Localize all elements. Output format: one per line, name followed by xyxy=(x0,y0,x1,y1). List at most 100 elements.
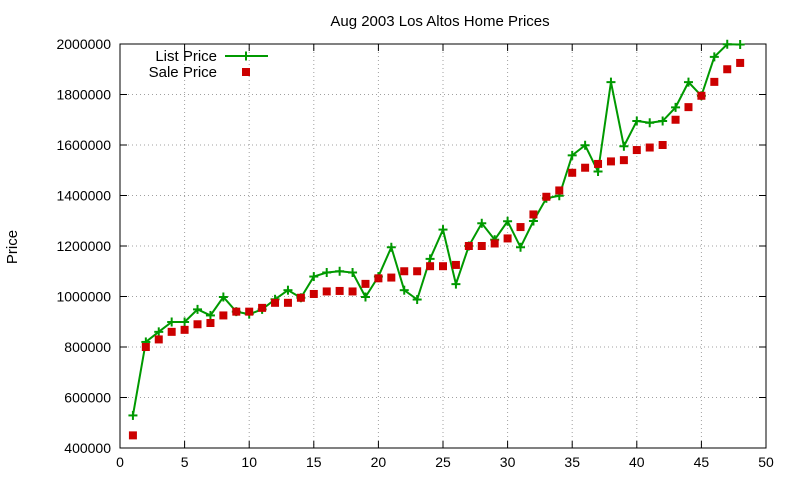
x-tick-label: 25 xyxy=(435,454,451,470)
list-price-point xyxy=(683,77,693,87)
sale-price-point xyxy=(503,234,512,243)
y-tick-label: 800000 xyxy=(64,339,111,355)
sale-price-point xyxy=(439,262,447,271)
chart-title: Aug 2003 Los Altos Home Prices xyxy=(330,13,549,30)
list-price-point xyxy=(658,116,668,126)
series-layer xyxy=(128,39,745,440)
list-price-point xyxy=(606,77,616,87)
sale-price-point xyxy=(594,159,603,168)
sale-price-point xyxy=(154,335,163,344)
sale-price-point xyxy=(335,286,344,295)
sale-price-point xyxy=(167,327,176,336)
sale-price-point xyxy=(581,163,590,172)
sale-price-point xyxy=(387,273,396,282)
x-tick-label: 35 xyxy=(564,454,580,470)
x-tick-label: 40 xyxy=(629,454,645,470)
sale-price-point xyxy=(296,293,305,302)
sale-price-point xyxy=(671,115,680,124)
sale-price-point xyxy=(723,65,732,74)
sale-price-point xyxy=(193,320,202,329)
sale-price-point xyxy=(245,307,254,316)
x-tick-label: 10 xyxy=(241,454,257,470)
list-price-point xyxy=(167,317,177,327)
sale-price-point xyxy=(516,223,525,232)
list-price-point xyxy=(645,118,655,128)
series-list-price xyxy=(128,39,745,420)
list-price-line xyxy=(131,43,741,416)
list-price-point xyxy=(283,285,293,295)
sale-price-point xyxy=(374,274,383,283)
y-axis-label: Price xyxy=(4,230,21,264)
list-price-point xyxy=(516,242,526,252)
sale-price-point xyxy=(283,298,292,307)
x-tick-label: 30 xyxy=(500,454,516,470)
list-price-point xyxy=(722,39,732,49)
legend-marker-sale-price xyxy=(242,68,250,76)
sale-price-point xyxy=(555,186,564,195)
legend-marker-list-price xyxy=(241,51,251,61)
list-price-point xyxy=(128,410,138,420)
list-price-point xyxy=(451,279,461,289)
x-tick-label: 20 xyxy=(371,454,387,470)
sale-price-point xyxy=(128,431,137,440)
y-tick-label: 1400000 xyxy=(56,188,111,204)
sale-price-point xyxy=(477,242,486,250)
sale-price-point xyxy=(180,325,189,334)
list-price-point xyxy=(593,167,603,177)
y-tick-label: 1600000 xyxy=(56,137,111,153)
sale-price-point xyxy=(632,146,641,155)
list-price-point xyxy=(619,141,629,151)
sale-price-point xyxy=(413,267,422,276)
list-price-point xyxy=(309,272,319,282)
legend-label-list-price: List Price xyxy=(155,48,217,65)
sale-price-point xyxy=(322,287,331,296)
x-tick-label: 15 xyxy=(306,454,322,470)
list-price-point xyxy=(632,116,642,126)
list-price-point xyxy=(322,268,332,278)
sale-price-point xyxy=(426,262,435,271)
x-tick-label: 45 xyxy=(694,454,710,470)
sale-price-point xyxy=(206,319,215,328)
sale-price-point xyxy=(606,157,615,166)
list-price-point xyxy=(205,310,215,320)
y-tick-label: 1800000 xyxy=(56,87,111,103)
sale-price-point xyxy=(258,303,267,312)
sale-price-point xyxy=(464,242,473,250)
sale-price-point xyxy=(309,289,318,298)
sale-price-point xyxy=(361,279,370,288)
sale-price-point xyxy=(271,298,280,307)
sale-price-point xyxy=(645,143,654,152)
list-price-point xyxy=(735,40,745,50)
x-tick-label: 5 xyxy=(181,454,189,470)
sale-price-point xyxy=(219,311,228,320)
y-tick-label: 1200000 xyxy=(56,238,111,254)
list-price-point xyxy=(580,140,590,150)
sale-price-point xyxy=(684,103,693,112)
sale-price-point xyxy=(348,287,357,296)
sale-price-point xyxy=(529,210,538,219)
list-price-point xyxy=(503,216,513,226)
list-price-point xyxy=(412,295,422,305)
list-price-point xyxy=(335,266,345,276)
sale-price-point xyxy=(451,260,460,269)
sale-price-point xyxy=(400,267,409,276)
sale-price-point xyxy=(141,343,150,351)
series-sale-price xyxy=(128,58,745,440)
list-price-point xyxy=(154,327,164,337)
sale-price-point xyxy=(658,141,667,149)
x-tick-label: 50 xyxy=(758,454,774,470)
list-price-point xyxy=(438,225,448,235)
list-price-point xyxy=(386,242,396,252)
list-price-point xyxy=(399,285,409,295)
x-tick-label: 0 xyxy=(116,454,124,470)
list-price-point xyxy=(180,317,190,327)
sale-price-point xyxy=(490,239,499,248)
sale-price-point xyxy=(697,91,706,100)
sale-price-point xyxy=(619,156,628,165)
list-price-point xyxy=(671,102,681,112)
sale-price-point xyxy=(542,192,551,201)
plot-frame xyxy=(119,43,767,449)
y-tick-label: 1000000 xyxy=(56,289,111,305)
